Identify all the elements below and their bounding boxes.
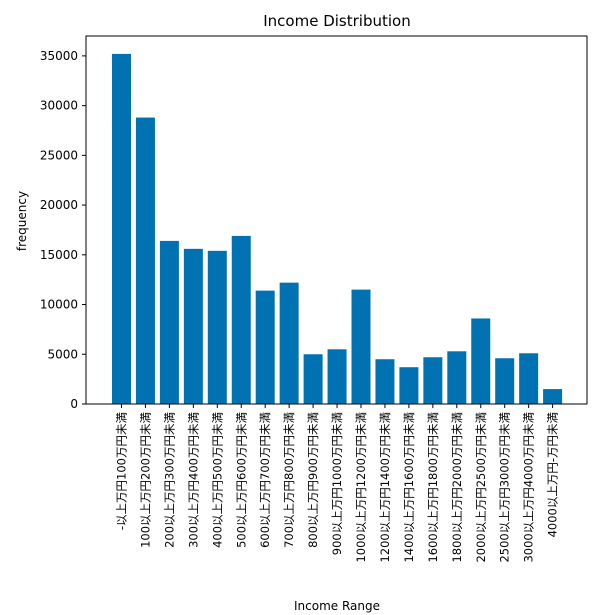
- bar: [351, 289, 371, 404]
- x-tick-label: 1200以上万円1400万円未満: [378, 412, 392, 563]
- x-tick-label: 700以上万円800万円未満: [282, 412, 296, 548]
- y-axis: 0 5000 10000 15000 20000 25000 30000 35000: [40, 49, 86, 411]
- bar: [471, 318, 491, 404]
- y-tick-label: 0: [70, 397, 78, 411]
- bar: [207, 250, 227, 404]
- bar: [327, 349, 347, 404]
- x-tick-label: 400以上万円500万円未満: [210, 412, 224, 548]
- y-tick-label: 20000: [40, 198, 78, 212]
- bar: [495, 358, 515, 404]
- chart-title: Income Distribution: [263, 12, 410, 30]
- x-tick-label: 4000以上万円-万円未満: [546, 412, 560, 537]
- y-tick-label: 10000: [40, 298, 78, 312]
- x-tick-label: 2000以上万円2500万円未満: [474, 412, 488, 563]
- bar: [183, 248, 203, 404]
- y-tick-label: 5000: [47, 347, 78, 361]
- x-tick-label: 1800以上万円2000万円未満: [450, 412, 464, 563]
- bar: [159, 240, 179, 404]
- x-tick-label: 2500以上万円3000万円未満: [498, 412, 512, 563]
- x-tick-label: -以上万円100万円未満: [115, 412, 129, 530]
- bar: [543, 389, 563, 404]
- bar: [375, 359, 395, 404]
- bar: [255, 290, 275, 404]
- plot-frame: [85, 35, 588, 405]
- bar: [112, 53, 131, 405]
- bar: [399, 367, 419, 404]
- y-tick-label: 25000: [40, 148, 78, 162]
- x-tick-label: 900以上万円1000万円未満: [330, 412, 344, 555]
- bar: [135, 117, 155, 404]
- x-tick-label: 100以上万円200万円未満: [138, 412, 152, 548]
- bar: [279, 282, 299, 404]
- x-tick-label: 300以上万円400万円未満: [186, 412, 200, 548]
- bar: [303, 354, 323, 404]
- x-axis: -以上万円100万円未満 100以上万円200万円未満 200以上万円300万円未満…: [115, 404, 560, 563]
- x-tick-label: 600以上万円700万円未満: [258, 412, 272, 548]
- x-tick-label: 1600以上万円1800万円未満: [426, 412, 440, 563]
- bar: [231, 235, 251, 404]
- y-tick-label: 15000: [40, 248, 78, 262]
- x-tick-label: 800以上万円900万円未満: [306, 412, 320, 548]
- x-tick-label: 1000以上万円1200万円未満: [354, 412, 368, 563]
- x-tick-label: 1400以上万円1600万円未満: [402, 412, 416, 563]
- x-tick-label: 500以上万円600万円未満: [234, 412, 248, 548]
- bar: [447, 351, 467, 404]
- x-axis-label: Income Range: [294, 599, 380, 613]
- bars-group: [112, 53, 563, 405]
- x-tick-label: 3000以上万円4000万円未満: [522, 412, 536, 563]
- bar: [519, 353, 539, 404]
- y-tick-label: 35000: [40, 49, 78, 63]
- y-tick-label: 30000: [40, 99, 78, 113]
- x-tick-label: 200以上万円300万円未満: [162, 412, 176, 548]
- bar: [423, 357, 443, 404]
- y-axis-label: frequency: [15, 191, 29, 251]
